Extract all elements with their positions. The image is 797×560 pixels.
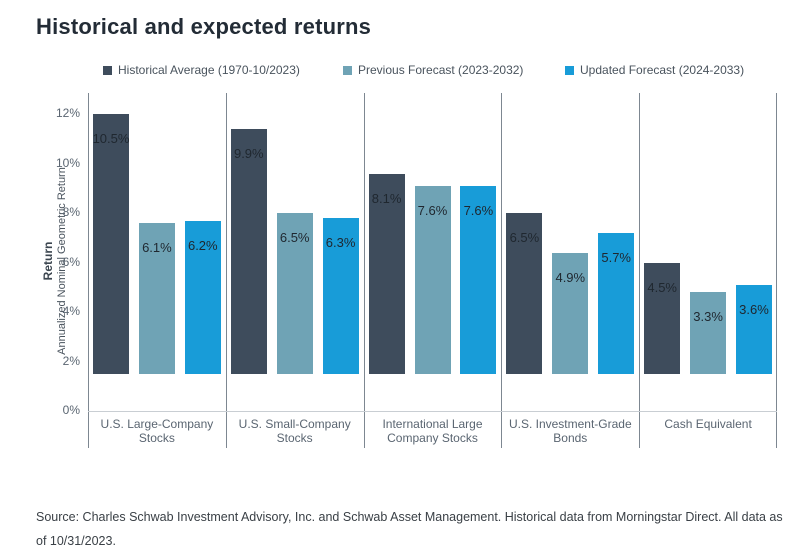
bar-value-label: 4.5% <box>647 279 677 295</box>
bar <box>322 218 359 374</box>
y-tick-label: 12% <box>55 106 80 120</box>
y-tick-label: 6% <box>62 254 80 269</box>
bar <box>506 213 543 374</box>
y-tick-label: 2% <box>62 353 80 368</box>
y-axis-line <box>88 93 89 448</box>
legend-item: Historical Average (1970-10/2023) <box>103 63 300 77</box>
legend-item: Previous Forecast (2023-2032) <box>343 63 523 77</box>
bar <box>736 284 772 374</box>
legend-label: Updated Forecast (2024-2033) <box>580 63 745 77</box>
legend-swatch-icon <box>103 65 112 75</box>
x-axis-category-label: U.S. Investment-Grade Bonds <box>508 417 632 446</box>
bar <box>690 292 727 374</box>
bar-value-label: 8.1% <box>371 190 402 206</box>
bar-value-label: 6.5% <box>279 230 310 246</box>
bar-value-label: 9.9% <box>233 145 264 161</box>
bar <box>138 223 175 374</box>
x-axis-baseline <box>88 411 777 412</box>
legend-item: Updated Forecast (2024-2033) <box>565 63 744 77</box>
group-separator-line <box>639 93 641 448</box>
y-tick-label: 4% <box>62 304 80 318</box>
legend-swatch-icon <box>565 65 574 75</box>
bar-value-label: 6.1% <box>142 240 172 256</box>
bar <box>460 185 497 374</box>
bar-value-label: 4.9% <box>555 269 586 285</box>
group-separator-line <box>776 93 777 448</box>
y-tick-label: 8% <box>62 205 80 219</box>
legend-swatch-icon <box>343 65 352 75</box>
group-separator-line <box>225 93 227 448</box>
x-axis-category-label: U.S. Small-Company Stocks <box>238 417 351 446</box>
bar <box>93 114 129 374</box>
bar <box>368 173 405 374</box>
legend-label: Historical Average (1970-10/2023) <box>118 63 300 77</box>
bar <box>598 232 635 374</box>
bar-value-label: 10.5% <box>92 131 130 147</box>
legend-label: Previous Forecast (2023-2032) <box>358 63 524 77</box>
y-tick-label: 0% <box>62 403 80 417</box>
page-title: Historical and expected returns <box>36 14 372 39</box>
bar-value-label: 7.6% <box>417 202 448 218</box>
source-note: Source: Charles Schwab Investment Adviso… <box>36 510 783 548</box>
bar-value-label: 3.6% <box>739 301 769 317</box>
bar <box>414 185 451 374</box>
plot-area: 10.5% 6.1% 6.2% U.S. Large-Company Stocks 9.… <box>88 93 777 448</box>
bar-value-label: 6.3% <box>325 235 356 251</box>
bar <box>184 220 221 374</box>
bar-value-label: 6.5% <box>509 230 540 246</box>
bar <box>644 262 681 374</box>
x-axis-category-label: U.S. Large-Company Stocks <box>100 417 214 446</box>
x-axis-category-label: International Large Company Stocks <box>382 417 483 446</box>
bar <box>552 252 589 374</box>
y-tick-label: 10% <box>55 155 80 170</box>
bar <box>276 213 313 374</box>
bar-chart: Return Annualized Nominal Geometric Retu… <box>0 93 797 449</box>
group-separator-line <box>363 93 365 448</box>
bar-value-label: 6.2% <box>187 237 218 253</box>
bar-value-label: 7.6% <box>463 202 494 218</box>
bar <box>230 128 267 374</box>
chart-legend: Historical Average (1970-10/2023) Previou… <box>0 63 797 79</box>
group-separator-line <box>501 93 503 448</box>
bar-value-label: 3.3% <box>693 309 723 325</box>
bar-value-label: 5.7% <box>601 249 631 265</box>
x-axis-category-label: Cash Equivalent <box>664 417 752 431</box>
